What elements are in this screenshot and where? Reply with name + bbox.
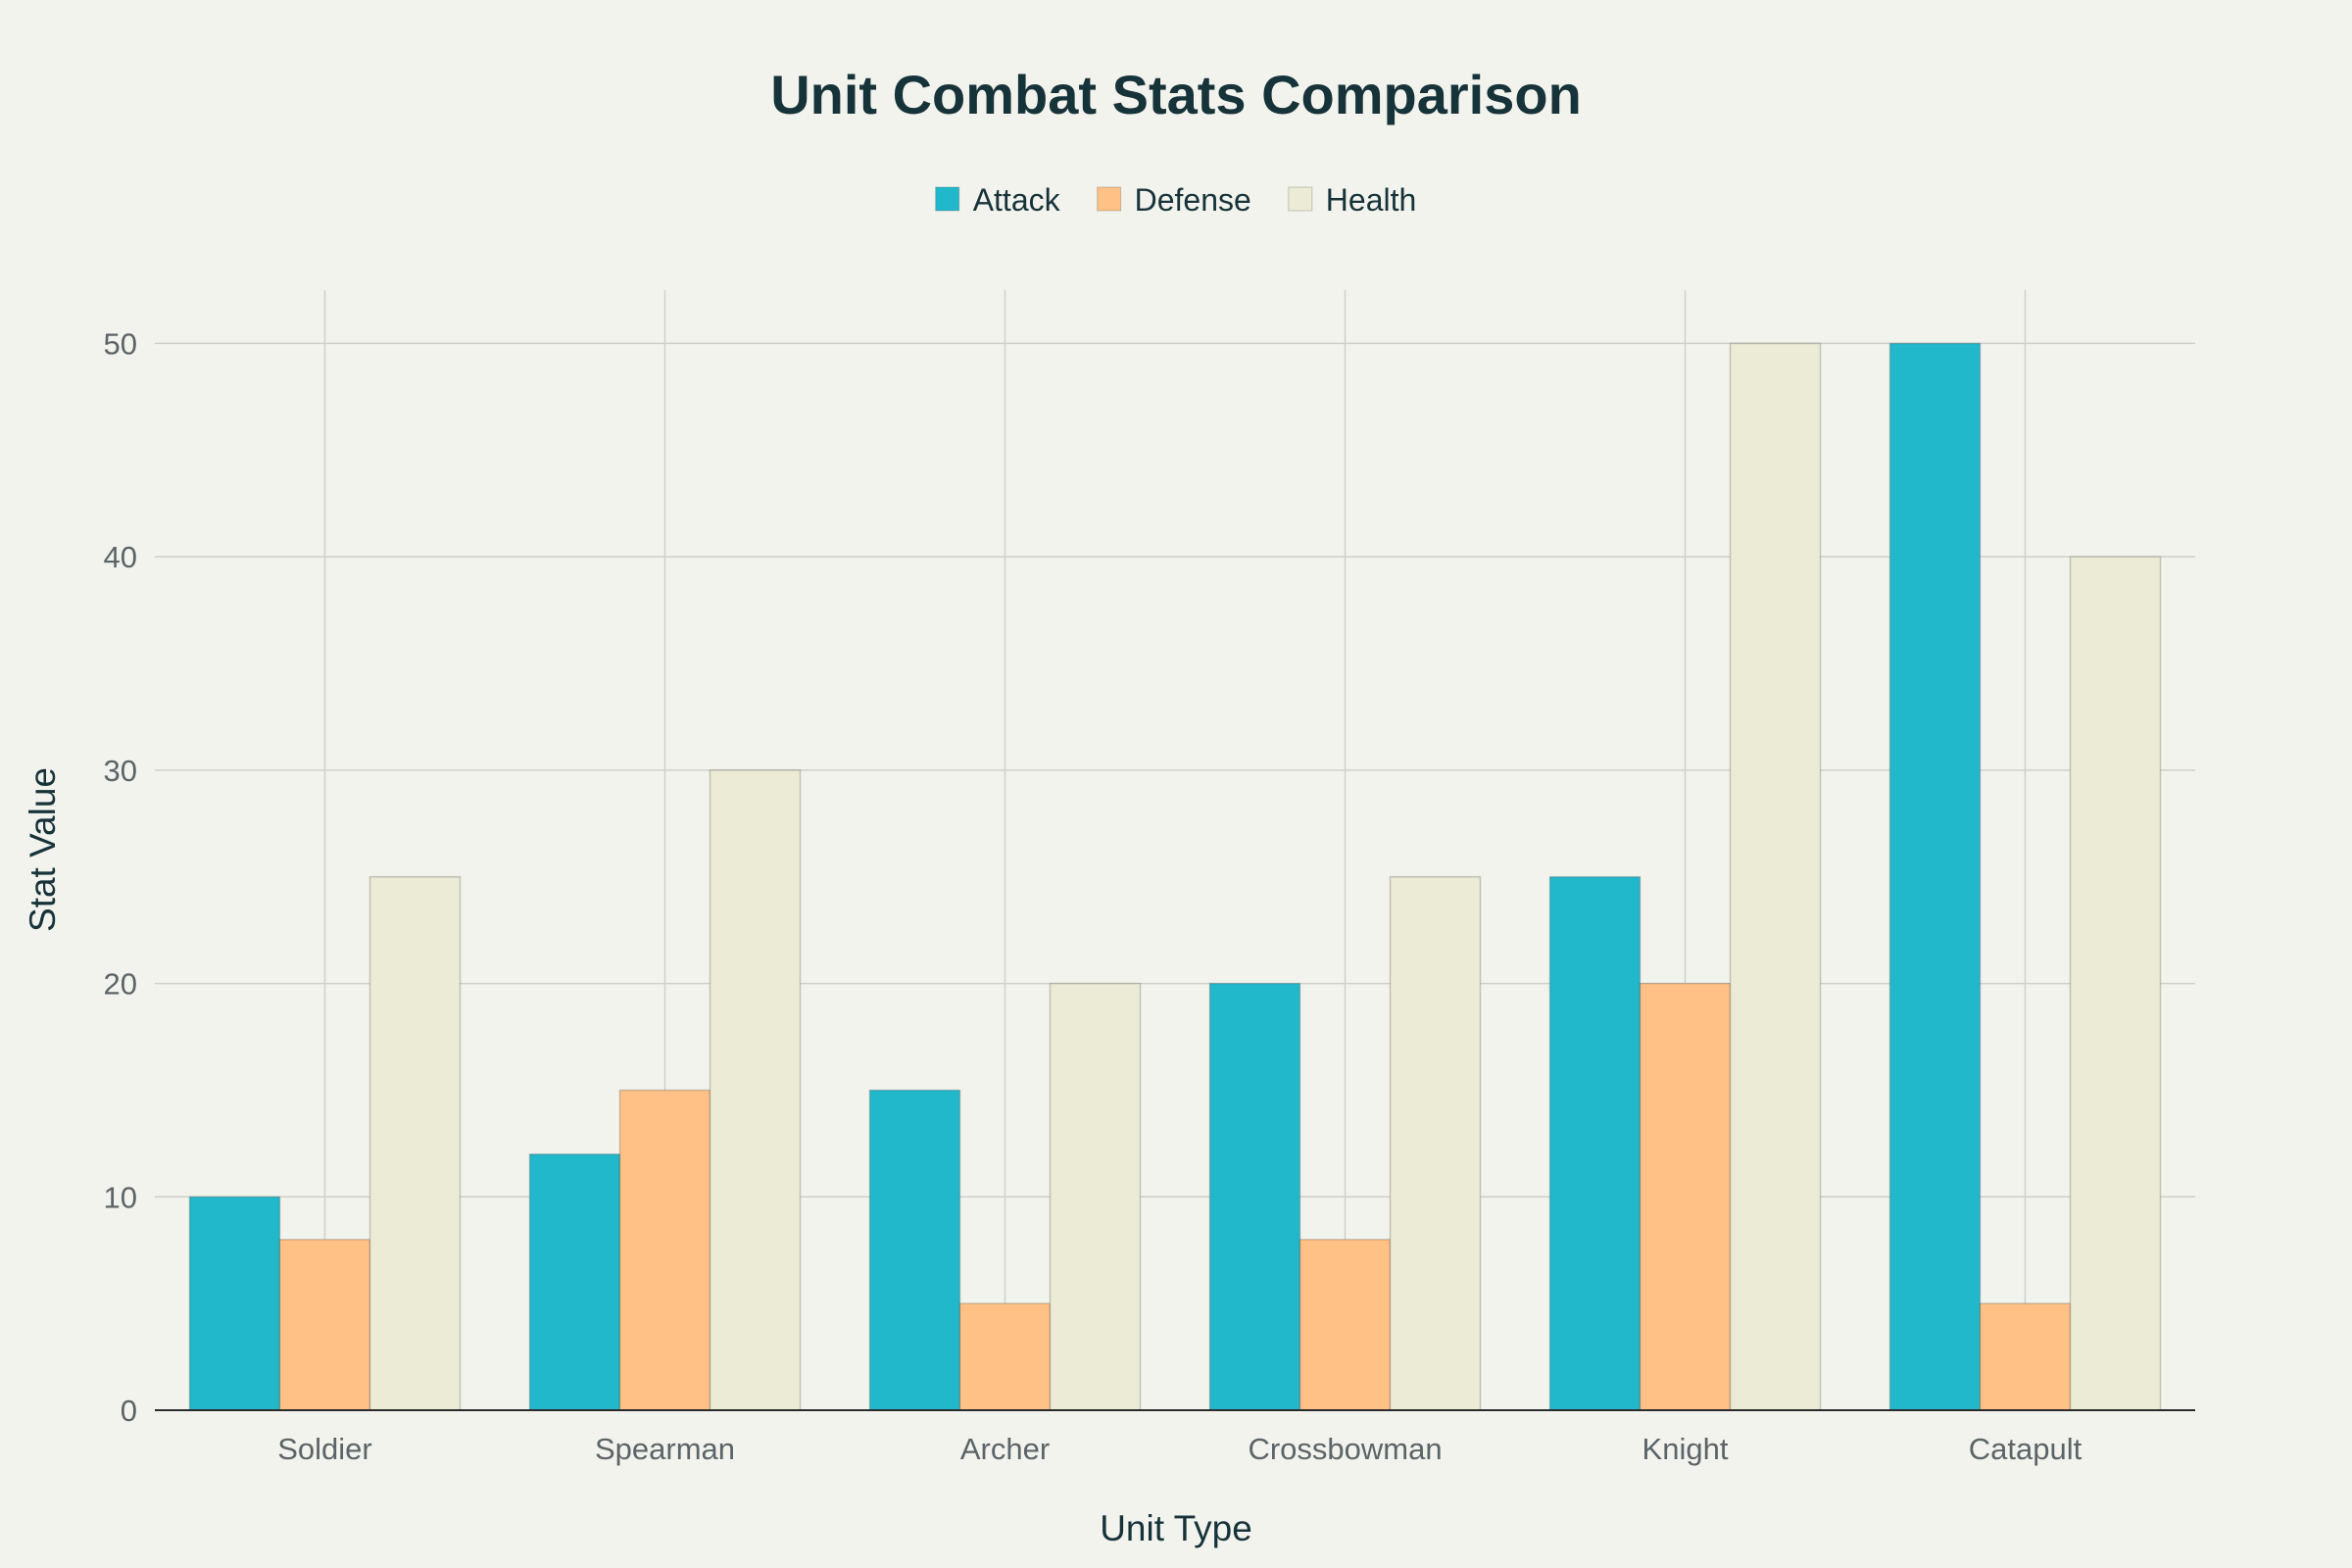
bar-defense-soldier <box>278 1239 371 1411</box>
x-tick-label: Crossbowman <box>1248 1432 1442 1466</box>
axes: 0 10 20 30 40 50 Soldier Spearman Archer Crossbow… <box>104 326 2195 1466</box>
y-tick-label: 10 <box>104 1180 137 1214</box>
legend-swatch-health <box>1288 186 1313 212</box>
legend-label-defense: Defense <box>1135 182 1251 218</box>
bar-attack-crossbowman <box>1208 982 1301 1411</box>
y-tick-label: 0 <box>121 1394 137 1428</box>
bar-attack-soldier <box>188 1196 281 1411</box>
bar-attack-knight <box>1548 875 1642 1411</box>
y-axis-title: Stat Value <box>23 767 63 932</box>
bar-defense-spearman <box>618 1089 711 1411</box>
x-tick-label: Soldier <box>277 1432 372 1466</box>
chart-title: Unit Combat Stats Comparison <box>770 64 1582 125</box>
bar-health-catapult <box>2069 556 2162 1411</box>
legend-label-health: Health <box>1326 182 1417 218</box>
bar-health-crossbowman <box>1389 875 1482 1411</box>
bar-defense-archer <box>958 1302 1052 1411</box>
y-tick-label: 30 <box>104 754 137 788</box>
x-tick-label: Knight <box>1642 1432 1729 1466</box>
y-tick-label: 20 <box>104 967 137 1002</box>
bar-health-spearman <box>709 769 802 1411</box>
bar-health-soldier <box>368 875 462 1411</box>
legend-swatch-defense <box>1097 186 1122 212</box>
bar-defense-crossbowman <box>1298 1239 1392 1411</box>
legend-swatch-attack <box>935 186 960 212</box>
grid <box>155 290 2195 1410</box>
bar-health-knight <box>1729 342 1822 1411</box>
x-tick-label: Catapult <box>1969 1432 2082 1466</box>
bar-defense-knight <box>1639 982 1732 1411</box>
y-tick-label: 50 <box>104 326 137 361</box>
bar-defense-catapult <box>1979 1302 2072 1411</box>
legend-label-attack: Attack <box>973 182 1061 218</box>
bar-attack-catapult <box>1888 342 1982 1411</box>
bars <box>188 342 2162 1411</box>
x-tick-label: Spearman <box>595 1432 735 1466</box>
x-tick-label: Archer <box>960 1432 1050 1466</box>
bar-attack-archer <box>868 1089 961 1411</box>
bar-health-archer <box>1049 982 1142 1411</box>
y-tick-label: 40 <box>104 540 137 574</box>
x-axis-title: Unit Type <box>1100 1508 1252 1548</box>
bar-attack-spearman <box>528 1152 621 1411</box>
legend: Attack Defense Health <box>935 182 1417 218</box>
